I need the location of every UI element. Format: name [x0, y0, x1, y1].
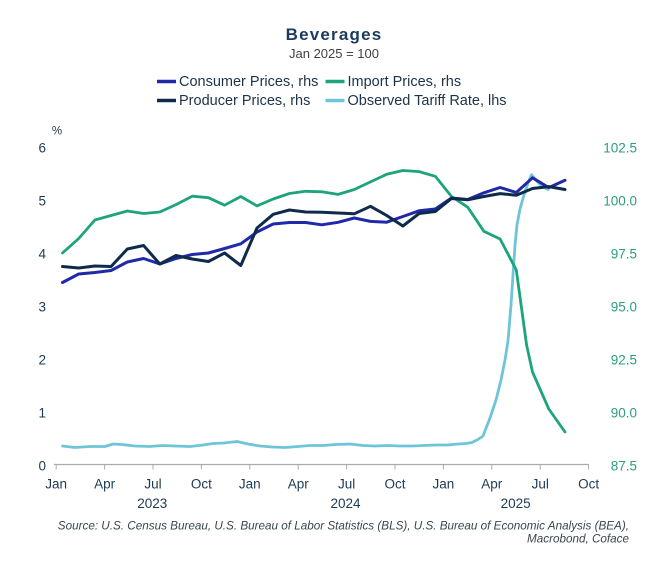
- svg-text:Consumer Prices, rhs: Consumer Prices, rhs: [179, 74, 318, 90]
- svg-text:3: 3: [38, 299, 46, 314]
- svg-text:Oct: Oct: [578, 477, 599, 492]
- svg-text:0: 0: [38, 458, 46, 473]
- svg-text:Jan 2025 = 100: Jan 2025 = 100: [289, 46, 379, 61]
- svg-text:95.0: 95.0: [611, 299, 637, 314]
- svg-text:92.5: 92.5: [611, 352, 637, 367]
- svg-text:5: 5: [38, 193, 46, 208]
- svg-text:97.5: 97.5: [611, 246, 637, 261]
- svg-text:Jan: Jan: [45, 477, 67, 492]
- svg-text:90.0: 90.0: [611, 405, 637, 420]
- svg-text:Macrobond, Coface: Macrobond, Coface: [527, 533, 629, 546]
- svg-text:1: 1: [38, 405, 46, 420]
- svg-text:2025: 2025: [501, 496, 531, 511]
- svg-text:Apr: Apr: [94, 477, 116, 492]
- svg-text:Apr: Apr: [481, 477, 503, 492]
- svg-text:2: 2: [38, 352, 46, 367]
- svg-text:Jul: Jul: [338, 477, 355, 492]
- svg-text:2023: 2023: [137, 496, 167, 511]
- svg-text:Oct: Oct: [384, 477, 405, 492]
- svg-text:102.5: 102.5: [603, 140, 637, 155]
- svg-text:Import Prices, rhs: Import Prices, rhs: [348, 74, 462, 90]
- svg-text:Observed Tariff Rate, lhs: Observed Tariff Rate, lhs: [348, 93, 507, 109]
- svg-text:87.5: 87.5: [611, 458, 637, 473]
- svg-text:2024: 2024: [330, 496, 361, 511]
- svg-text:6: 6: [38, 140, 46, 155]
- svg-text:Jan: Jan: [239, 477, 261, 492]
- svg-text:Apr: Apr: [288, 477, 310, 492]
- svg-text:Beverages: Beverages: [286, 25, 383, 44]
- svg-text:Jul: Jul: [532, 477, 549, 492]
- svg-text:4: 4: [38, 246, 46, 261]
- svg-text:%: %: [52, 126, 62, 138]
- svg-text:Producer Prices, rhs: Producer Prices, rhs: [179, 93, 310, 109]
- svg-text:Oct: Oct: [191, 477, 212, 492]
- svg-text:Jul: Jul: [144, 477, 161, 492]
- svg-text:Source: U.S. Census Bureau, U.: Source: U.S. Census Bureau, U.S. Bureau …: [58, 520, 629, 533]
- svg-text:Jan: Jan: [433, 477, 455, 492]
- svg-text:100.0: 100.0: [603, 193, 637, 208]
